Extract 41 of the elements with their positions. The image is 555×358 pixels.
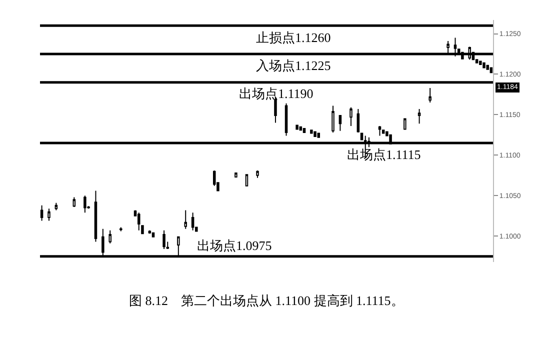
candlestick xyxy=(404,118,406,130)
ref-line-label: 出场点1.0975 xyxy=(197,238,272,253)
ref-line-label: 出场点1.1190 xyxy=(239,86,314,101)
candlestick xyxy=(479,60,482,66)
ref-line-label: 入场点1.1225 xyxy=(256,58,331,73)
candlestick xyxy=(108,230,112,244)
candlestick xyxy=(338,115,342,132)
candlestick xyxy=(284,102,288,136)
candlestick xyxy=(40,204,44,222)
candlestick xyxy=(120,226,122,232)
candlestick xyxy=(310,130,313,134)
candlestick xyxy=(256,170,259,178)
candlestick xyxy=(302,128,306,133)
ref-line-label: 止损点1.1260 xyxy=(256,30,331,45)
candlestick xyxy=(94,190,98,242)
candlestick xyxy=(191,212,194,231)
candlestick xyxy=(428,87,432,104)
candlestick xyxy=(152,232,155,238)
candlestick xyxy=(317,132,320,138)
candlestick xyxy=(162,230,166,250)
candlestick xyxy=(137,212,140,231)
ref-line-label: 出场点1.1115 xyxy=(347,147,421,162)
candlestick xyxy=(84,195,86,214)
caption: 图 8.12 第二个出场点从 1.1100 提高到 1.1115。 xyxy=(129,293,404,308)
candlestick xyxy=(382,130,385,134)
candlestick xyxy=(486,64,489,70)
candlestick xyxy=(296,124,298,130)
candlestick xyxy=(378,126,382,136)
candlestick xyxy=(245,174,248,186)
candlestick xyxy=(350,106,352,127)
candlestick xyxy=(482,62,486,68)
candlestick xyxy=(418,108,421,124)
candlestick xyxy=(184,210,187,230)
candlestick xyxy=(72,196,76,208)
candlestick xyxy=(332,105,334,133)
candlestick xyxy=(234,172,238,178)
candlestick xyxy=(356,108,360,133)
candlestick xyxy=(54,202,58,211)
candlestick xyxy=(48,208,50,222)
candlestick xyxy=(314,131,316,138)
candlestick xyxy=(148,230,152,234)
